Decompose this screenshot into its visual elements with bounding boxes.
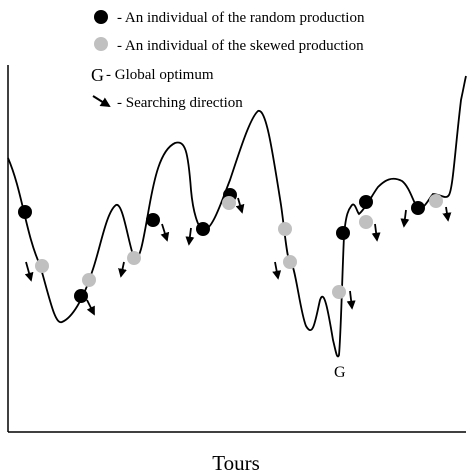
random-individual-dot [146,213,160,227]
random-individual-dot [336,226,350,240]
skewed-individual-dot [35,259,49,273]
search-arrow [86,299,95,316]
random-individual-dot [18,205,32,219]
skewed-individual-dot [283,255,297,269]
skewed-individual-dot [127,251,141,265]
search-arrow [346,290,356,310]
search-direction-arrows [24,197,452,316]
random-individuals [18,188,425,303]
search-arrow [235,197,245,214]
search-arrow [371,223,381,242]
x-axis-label: Tours [212,451,260,475]
random-individual-dot [411,201,425,215]
search-arrow [400,209,410,228]
skewed-individual-dot [82,273,96,287]
legend-random-dot [94,10,108,24]
legend-skewed-dot [94,37,108,51]
skewed-individual-dot [278,222,292,236]
legend-random-label: - An individual of the random production [117,10,365,26]
legend: - An individual of the random production… [91,10,365,111]
random-individual-dot [359,195,373,209]
search-arrow [442,206,452,222]
legend-searching-direction-label: - Searching direction [117,95,243,111]
legend-skewed-label: - An individual of the skewed production [117,38,364,54]
random-individual-dot [74,289,88,303]
random-individual-dot [196,222,210,236]
skewed-individual-dot [332,285,346,299]
skewed-individuals [35,194,443,299]
global-optimum-marker: G [334,364,346,381]
fitness-landscape-curve [7,75,467,358]
legend-arrow-icon [92,95,111,108]
search-arrow [272,261,282,280]
search-arrow [118,261,127,278]
axes [7,65,466,433]
search-arrow [185,227,195,246]
skewed-individual-dot [222,196,236,210]
skewed-individual-dot [359,215,373,229]
search-arrow [24,261,34,282]
legend-global-optimum-symbol: G [91,65,104,85]
search-arrow [160,223,170,242]
legend-global-optimum-label: - Global optimum [106,67,214,83]
skewed-individual-dot [429,194,443,208]
